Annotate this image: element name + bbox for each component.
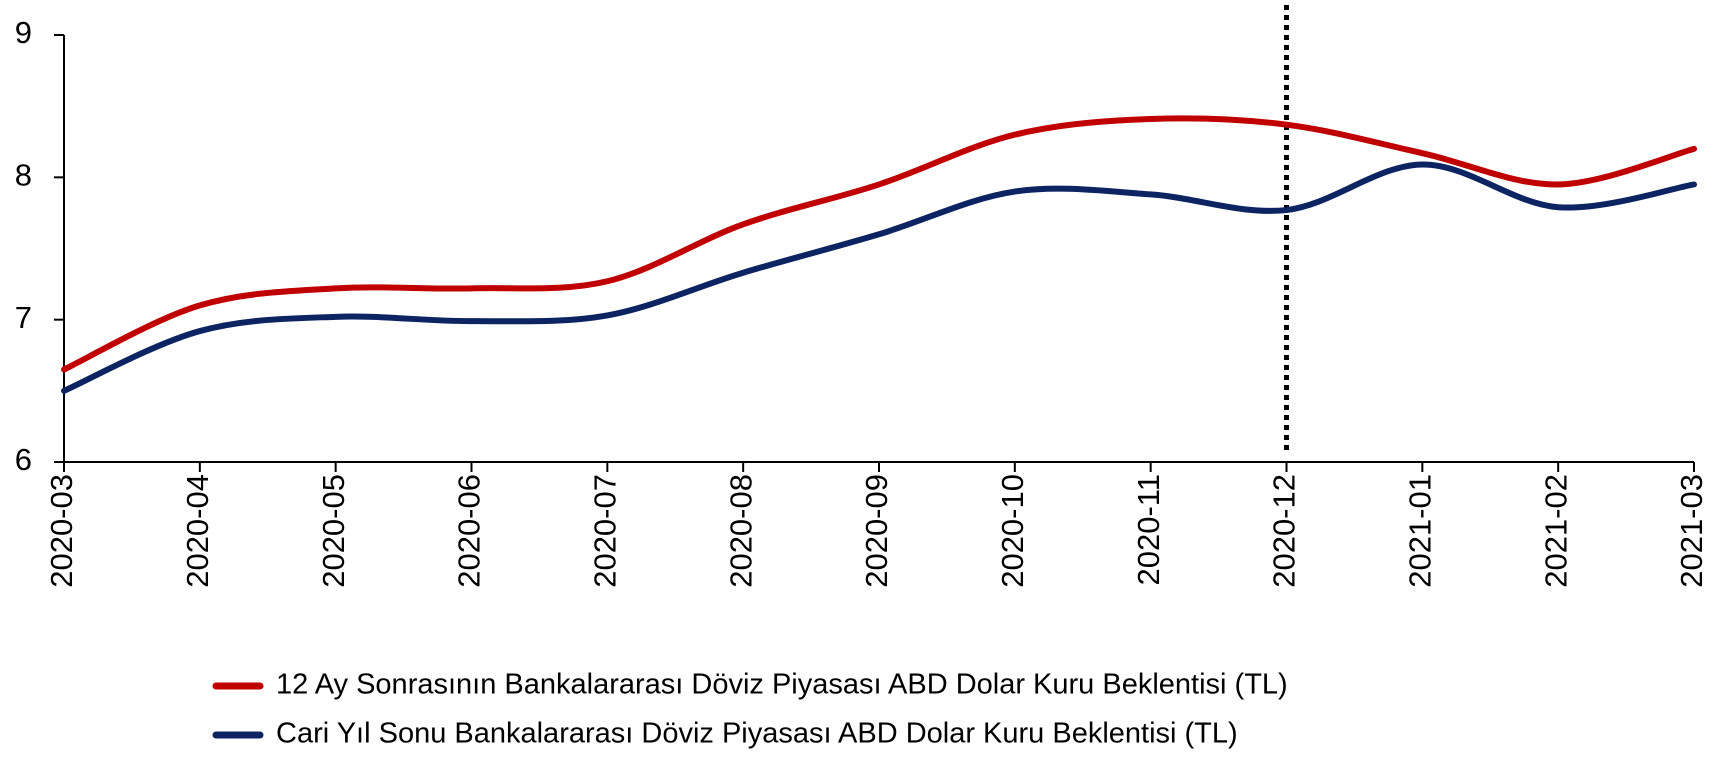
x-tick-label: 2020-03 [44,474,79,588]
x-tick-label: 2020-10 [995,474,1030,588]
y-tick-label: 7 [15,300,32,335]
x-tick-label: 2020-11 [1131,474,1166,585]
x-tick-label: 2020-09 [859,474,894,588]
series-line [61,115,1697,373]
x-tick-label: 2020-05 [316,474,351,588]
series-line [61,161,1697,394]
x-tick-label: 2020-04 [180,474,215,588]
x-tick-label: 2020-12 [1267,474,1302,588]
x-tick-label: 2020-08 [723,474,758,588]
legend-label: Cari Yıl Sonu Bankalararası Döviz Piyasa… [276,718,1238,750]
legend-label: 12 Ay Sonrasının Bankalararası Döviz Piy… [276,669,1288,701]
y-tick-label: 6 [15,442,32,477]
y-tick-label: 9 [15,15,32,50]
x-tick-label: 2021-02 [1538,474,1573,588]
x-tick-label: 2020-07 [588,474,623,588]
x-tick-label: 2020-06 [452,474,487,588]
x-tick-label: 2021-01 [1403,474,1438,588]
y-tick-label: 8 [15,158,32,193]
x-tick-label: 2021-03 [1674,474,1709,588]
